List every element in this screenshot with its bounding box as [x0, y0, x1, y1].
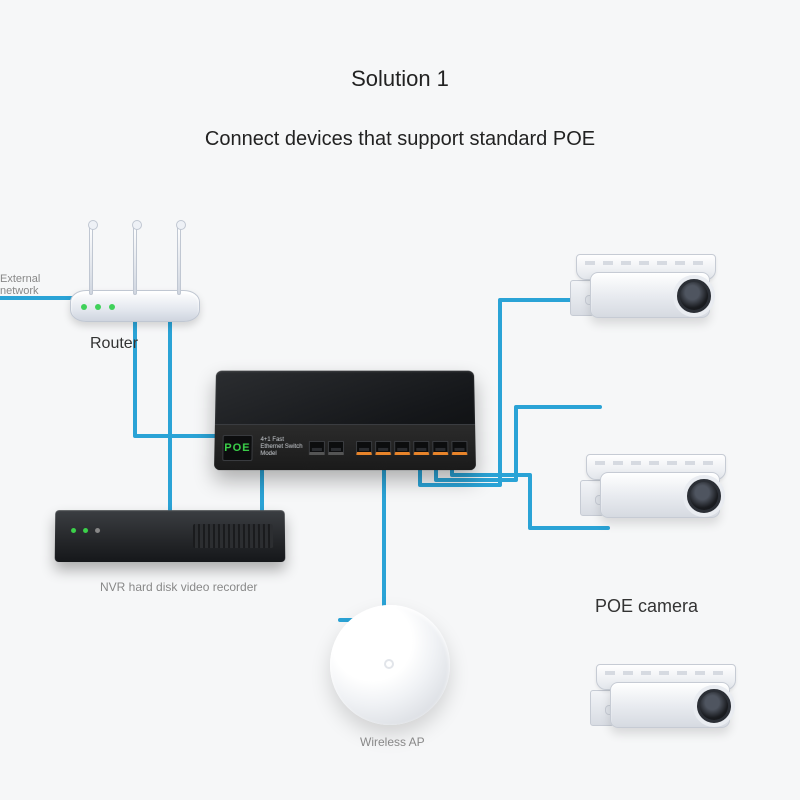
wireless-ap-label: Wireless AP	[360, 735, 425, 749]
router-label: Router	[90, 335, 138, 353]
poe-port	[394, 440, 410, 454]
wireless-ap-device	[330, 605, 450, 725]
external-network-label: External network	[0, 273, 60, 297]
camera-lens-icon	[683, 475, 725, 517]
nvr-icon	[55, 510, 286, 562]
switch-model-text: 4+1 Fast Ethernet Switch Model	[260, 437, 303, 459]
uplink-port	[309, 440, 325, 454]
poe-switch-device: POE 4+1 Fast Ethernet Switch Model	[215, 370, 475, 470]
router-device	[70, 290, 200, 322]
switch-icon: POE 4+1 Fast Ethernet Switch Model	[214, 371, 476, 470]
diagram-subtitle: Connect devices that support standard PO…	[0, 128, 800, 151]
ap-icon	[330, 605, 450, 725]
diagram-title: Solution 1	[0, 66, 800, 92]
poe-camera-device	[570, 250, 720, 340]
poe-camera-device	[580, 450, 730, 540]
poe-port	[413, 440, 429, 454]
poe-port	[451, 440, 467, 454]
switch-ports	[309, 440, 468, 454]
nvr-label: NVR hard disk video recorder	[100, 580, 257, 594]
camera-lens-icon	[693, 685, 735, 727]
poe-port	[432, 440, 448, 454]
poe-camera-label: POE camera	[595, 596, 698, 617]
poe-port	[356, 440, 372, 454]
poe-badge: POE	[222, 434, 252, 460]
router-icon	[70, 290, 200, 322]
poe-port	[375, 440, 391, 454]
camera-lens-icon	[673, 275, 715, 317]
nvr-device	[55, 510, 285, 562]
poe-camera-device	[590, 660, 740, 750]
uplink-port	[328, 440, 344, 454]
